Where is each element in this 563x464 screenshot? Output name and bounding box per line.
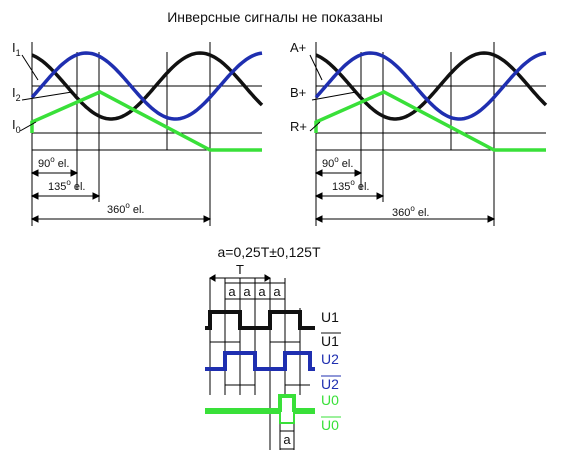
- right-signal-0-curve: [314, 90, 546, 152]
- right-label-90-deg: 90o el.: [322, 155, 353, 170]
- right-label-b-plus: B+: [290, 85, 306, 100]
- left-label-i0: I0: [12, 117, 21, 135]
- period-dimension: [209, 274, 271, 282]
- u1-trace: [205, 310, 315, 330]
- period-label: T: [236, 262, 244, 277]
- u0-trace: [205, 394, 315, 412]
- zero-pulse-label: a: [283, 432, 291, 447]
- left-signal-0-curve: [30, 90, 262, 152]
- left-label-i1: I1: [12, 40, 21, 58]
- right-label-360-deg: 360o el.: [392, 204, 430, 219]
- u2-label: U2: [321, 351, 339, 367]
- u1-inverted-label: U1: [321, 333, 339, 349]
- u0-inverted-trace: [205, 412, 315, 424]
- right-label-135-deg: 135o el.: [332, 178, 370, 193]
- left-label-i2: I2: [12, 85, 21, 103]
- left-label-90-deg: 90o el.: [38, 155, 69, 170]
- duty-formula: a=0,25T±0,125T: [217, 244, 320, 260]
- left-label-360-deg: 360o el.: [107, 201, 145, 216]
- right-label-a-plus: A+: [290, 40, 306, 55]
- right-signal-2-curve: [314, 51, 547, 121]
- quarter-label-2: a: [243, 284, 251, 299]
- left-analog-panel: [19, 42, 264, 226]
- right-grid: [315, 42, 546, 226]
- left-grid: [31, 42, 262, 226]
- u1-label: U1: [321, 309, 339, 325]
- diagram-title: Инверсные сигналы не показаны: [167, 9, 383, 25]
- u2-trace: [205, 351, 315, 371]
- right-dimension-lines: [314, 169, 496, 223]
- left-signal-1-curve: [31, 51, 264, 121]
- left-signal-2-curve: [30, 51, 263, 121]
- zero-pulse-box: [279, 430, 295, 450]
- u0-label: U0: [321, 392, 339, 408]
- quarter-label-4: a: [273, 284, 281, 299]
- left-label-135-deg: 135o el.: [48, 178, 86, 193]
- u2-inverted-label: U2: [321, 376, 339, 392]
- quarter-boxes: [224, 282, 286, 300]
- u1-inverted-trace: [205, 327, 315, 343]
- right-analog-panel: [309, 42, 548, 226]
- left-dimension-lines: [30, 169, 212, 223]
- quarter-label-3: a: [258, 284, 266, 299]
- u0-inverted-label: U0: [321, 417, 339, 433]
- left-label-leaders: [19, 54, 73, 132]
- right-label-r-plus: R+: [290, 119, 307, 134]
- digital-timing-diagram: a=0,25T±0,125T T a a a: [205, 244, 341, 450]
- quarter-label-1: a: [228, 284, 236, 299]
- right-signal-1-curve: [315, 51, 548, 121]
- right-label-leaders: [309, 54, 357, 132]
- u2-inverted-trace: [205, 368, 310, 386]
